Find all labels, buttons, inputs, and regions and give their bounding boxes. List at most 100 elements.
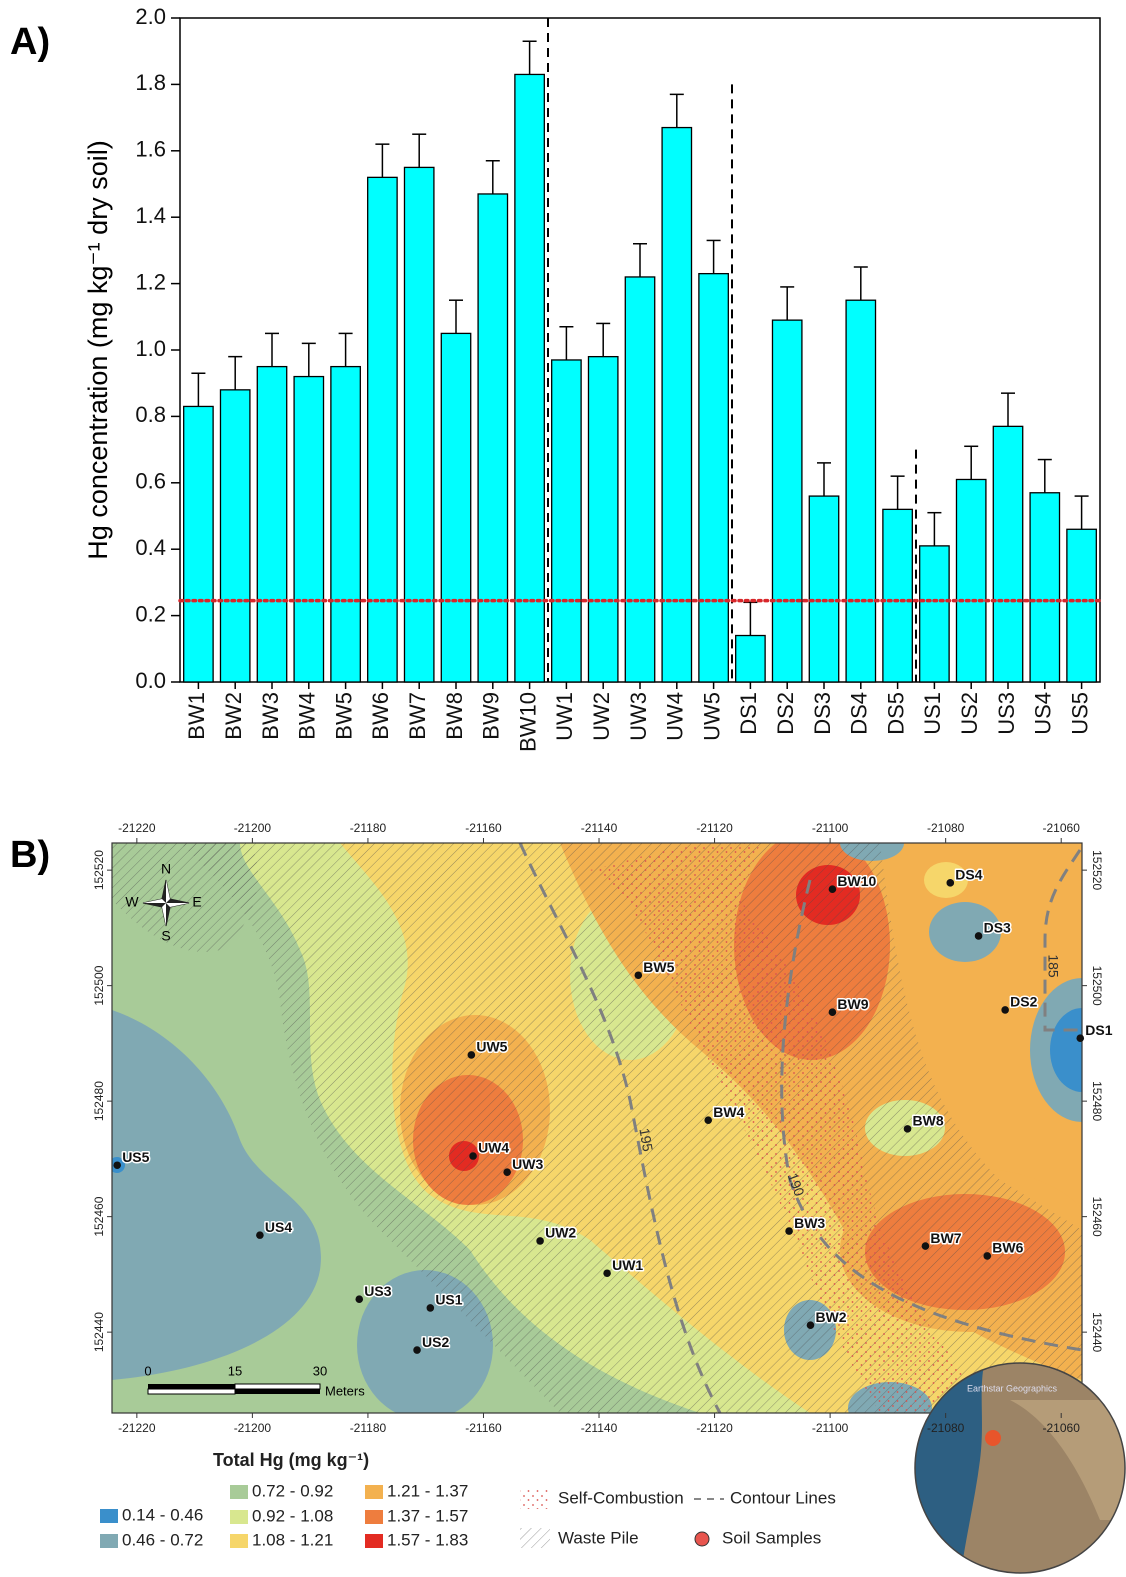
bar <box>624 276 656 683</box>
x-tick-label: DS5 <box>883 692 908 735</box>
soil-sample <box>983 1252 992 1260</box>
legend-label: Contour Lines <box>730 1488 836 1507</box>
map-x-tick-label: -21120 <box>696 1421 733 1435</box>
bar <box>403 166 435 683</box>
map-y-tick-label: 152440 <box>92 1312 106 1352</box>
x-tick-label: US3 <box>994 692 1019 735</box>
sample-label: UW5 <box>476 1039 507 1055</box>
y-tick-label: 1.2 <box>135 269 166 294</box>
soil-sample <box>828 885 837 894</box>
x-tick-label: BW6 <box>368 692 393 740</box>
sample-label: US5 <box>122 1149 149 1165</box>
bar <box>367 176 398 683</box>
map-y-tick-label: 152520 <box>1090 850 1104 890</box>
compass-label: S <box>161 928 170 944</box>
y-tick-label: 1.8 <box>135 70 166 95</box>
soil-sample <box>536 1237 544 1245</box>
bar <box>440 332 472 683</box>
map-x-tick-label: -21080 <box>927 1421 965 1435</box>
bar <box>293 375 325 683</box>
self-combustion <box>590 843 1000 1413</box>
map-x-tick-label: -21160 <box>465 1421 502 1435</box>
bar <box>256 365 288 683</box>
bar-chart: 0.0 0.2 0.4 0.6 0.8 1.0 1.2 1.4 1.6 1.8 2.0 BW1 BW2 B… <box>135 4 1102 752</box>
sample-label: UW2 <box>545 1225 576 1241</box>
sample-label: BW9 <box>837 996 868 1012</box>
y-tick-label: 0.8 <box>135 402 166 427</box>
y-axis-label: Hg concentration (mg kg⁻¹ dry soil) <box>83 140 113 559</box>
map-y-tick-label: 152480 <box>1090 1081 1104 1121</box>
map-x-tick-label: -21160 <box>465 821 502 835</box>
contour-line <box>1043 849 1082 1032</box>
sample-label: UW1 <box>612 1257 643 1273</box>
x-tick-label: DS2 <box>773 692 798 735</box>
x-tick-label: BW8 <box>442 692 467 740</box>
sample-label: US2 <box>422 1334 449 1350</box>
bar <box>771 319 803 683</box>
map-zone <box>924 862 968 898</box>
bar <box>183 405 214 683</box>
sample-label: UW3 <box>512 1156 543 1172</box>
y-tick-label: 0.6 <box>135 469 166 494</box>
map-x-tick-label: -21140 <box>581 821 618 835</box>
sample-label: BW10 <box>837 873 876 889</box>
legend-label: Soil Samples <box>722 1528 821 1547</box>
map-x-tick-label: -21120 <box>696 821 733 835</box>
legend-swatch <box>520 1528 550 1548</box>
scale-bar: 0 15 30 Meters <box>144 1363 365 1398</box>
soil-sample <box>806 1321 815 1330</box>
y-tick-label: 1.4 <box>135 203 166 228</box>
inset-globe: Earthstar Geographics <box>914 1362 1126 1574</box>
soil-sample <box>469 1152 477 1160</box>
x-tick-label: BW9 <box>479 692 504 740</box>
panel-label: B) <box>10 834 50 876</box>
contour-line <box>518 843 722 1413</box>
sample-label: DS2 <box>1010 994 1037 1010</box>
map-x-tick-label: -21100 <box>812 1421 849 1435</box>
bar <box>955 478 987 683</box>
scale-segment <box>235 1389 320 1394</box>
x-tick-label: UW3 <box>626 692 651 741</box>
soil-sample <box>704 1116 713 1125</box>
map-x-tick-label: -21080 <box>927 821 965 835</box>
map-y-tick-label: 152440 <box>1090 1312 1104 1352</box>
legend-label: 1.21 - 1.37 <box>387 1481 468 1500</box>
legend-swatch <box>365 1485 383 1499</box>
y-tick-label: 0.0 <box>135 668 166 693</box>
soil-sample <box>974 932 983 940</box>
y-tick-label: 2.0 <box>135 4 166 29</box>
soil-sample <box>785 1227 793 1235</box>
soil-sample <box>946 879 955 887</box>
map-x-tick-label: -21200 <box>234 1421 272 1435</box>
x-tick-label: DS4 <box>847 692 872 735</box>
sample-label: UW4 <box>478 1140 509 1156</box>
map-x-tick-label: -21180 <box>350 821 387 835</box>
sample-label: DS1 <box>1085 1022 1112 1038</box>
x-tick-label: DS3 <box>810 692 835 735</box>
soil-sample <box>256 1231 264 1239</box>
x-tick-label: UW4 <box>663 692 688 741</box>
compass-label: W <box>125 894 139 910</box>
x-tick-label: BW1 <box>184 692 209 740</box>
legend-label: 1.37 - 1.57 <box>387 1506 468 1525</box>
x-tick-label: BW3 <box>258 692 283 740</box>
legend-swatch <box>365 1534 383 1548</box>
map-y-tick-label: 152460 <box>1090 1197 1104 1237</box>
bar <box>514 73 545 683</box>
map-x-tick-label: -21100 <box>812 821 849 835</box>
x-tick-label: BW2 <box>221 692 246 740</box>
legend-swatch <box>230 1510 248 1524</box>
sample-label: BW5 <box>643 959 674 975</box>
contour-label: 190 <box>785 1171 808 1199</box>
bar <box>808 495 840 683</box>
bar <box>845 299 877 683</box>
legend-label: Waste Pile <box>558 1528 639 1547</box>
bar <box>477 193 509 683</box>
x-tick-label: UW2 <box>589 692 614 741</box>
soil-sample <box>1001 1006 1009 1014</box>
sample-label: BW3 <box>794 1215 825 1231</box>
scale-segment <box>148 1384 235 1389</box>
legend-swatch <box>100 1534 118 1548</box>
soil-sample <box>503 1168 511 1176</box>
